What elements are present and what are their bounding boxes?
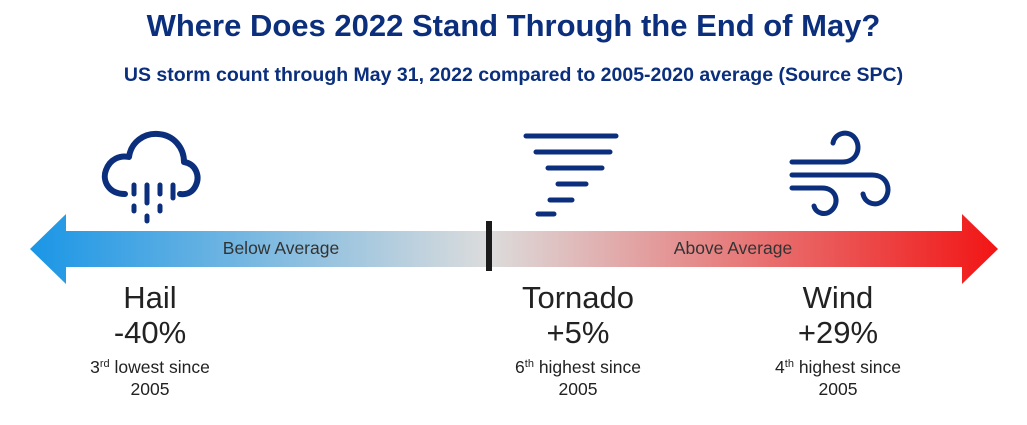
stat-name: Hail <box>123 280 177 315</box>
stat-rank: 6th highest since 2005 <box>468 356 688 400</box>
rank-suffix: rd <box>99 358 110 370</box>
scale-right-half <box>489 214 998 284</box>
rank-suffix: th <box>784 358 794 370</box>
rank-year: 2005 <box>558 379 598 399</box>
rank-number: 6 <box>515 357 525 377</box>
stat-name: Wind <box>802 280 874 315</box>
wind-stat: Wind +29% 4th highest since 2005 <box>728 281 948 400</box>
rank-text: lowest since <box>109 357 210 377</box>
above-average-label: Above Average <box>673 238 793 258</box>
stat-change: -40% <box>113 315 187 350</box>
hail-cloud-icon <box>101 130 201 224</box>
stat-rank: 3rd lowest since 2005 <box>40 356 260 400</box>
page-subtitle: US storm count through May 31, 2022 comp… <box>123 64 904 86</box>
stat-change: +5% <box>546 315 610 350</box>
scale-arrow <box>30 214 998 284</box>
rank-text: highest since <box>533 357 641 377</box>
rank-number: 4 <box>775 357 785 377</box>
tornado-stat: Tornado +5% 6th highest since 2005 <box>468 281 688 400</box>
stat-rank: 4th highest since 2005 <box>728 356 948 400</box>
wind-icon <box>789 130 891 216</box>
below-average-label: Below Average <box>222 238 340 258</box>
rank-year: 2005 <box>130 379 170 399</box>
stat-change: +29% <box>797 315 879 350</box>
rank-suffix: th <box>524 358 534 370</box>
hail-stat: Hail -40% 3rd lowest since 2005 <box>40 281 260 400</box>
tornado-icon <box>523 133 619 217</box>
rank-year: 2005 <box>818 379 858 399</box>
scale-left-half <box>30 214 489 284</box>
average-divider <box>486 221 492 271</box>
rank-number: 3 <box>90 357 100 377</box>
rank-text: highest since <box>793 357 901 377</box>
stat-name: Tornado <box>521 280 635 315</box>
page-title: Where Does 2022 Stand Through the End of… <box>146 8 881 43</box>
